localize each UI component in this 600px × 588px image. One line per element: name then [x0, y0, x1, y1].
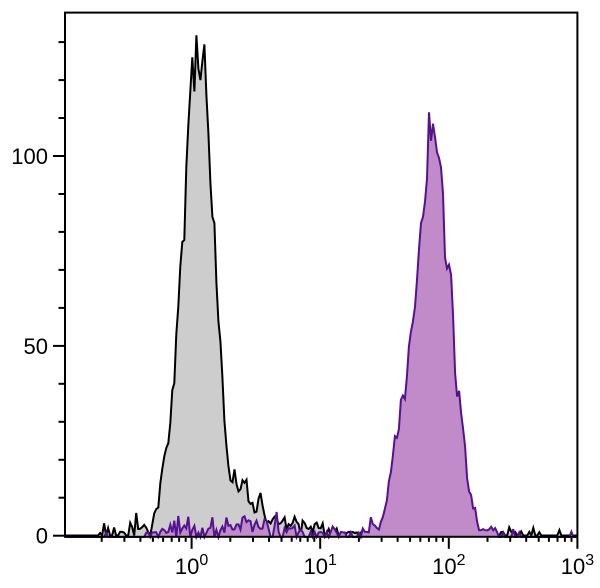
svg-text:101: 101 [304, 552, 337, 579]
svg-text:100: 100 [175, 552, 208, 579]
svg-text:100: 100 [11, 144, 48, 169]
svg-text:0: 0 [36, 524, 48, 549]
svg-text:103: 103 [561, 552, 594, 579]
svg-text:102: 102 [432, 552, 465, 579]
svg-text:50: 50 [24, 334, 48, 359]
